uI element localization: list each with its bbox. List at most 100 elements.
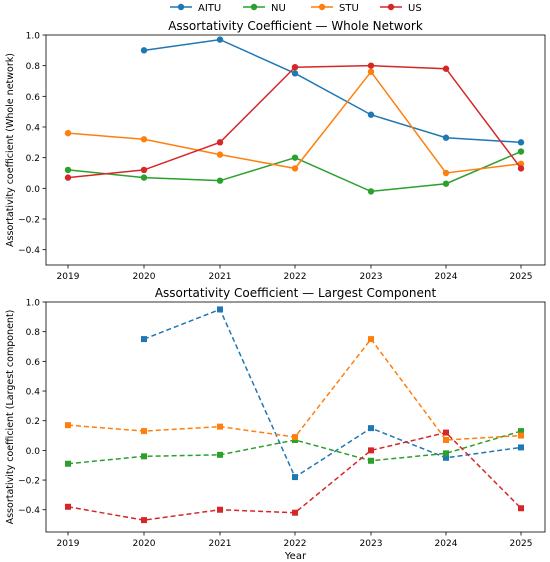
- y-tick-label: −0.4: [18, 506, 40, 516]
- y-tick-label: 0.8: [26, 328, 41, 338]
- y-tick-label: 0.0: [26, 447, 41, 457]
- legend-marker-stu: [318, 3, 326, 11]
- y-tick-label: 0.6: [26, 93, 41, 103]
- chart-whole-network: Assortativity Coefficient — Whole Networ…: [5, 19, 546, 282]
- data-point-nu: [141, 453, 147, 460]
- x-tick-label: 2021: [209, 272, 232, 282]
- data-point-stu: [141, 428, 147, 435]
- y-axis-label: Assortativity coefficient (Largest compo…: [5, 310, 16, 525]
- data-point-us: [367, 62, 375, 69]
- data-point-stu: [216, 151, 224, 158]
- data-point-nu: [517, 148, 525, 155]
- data-point-stu: [442, 169, 450, 177]
- chart-title: Assortativity Coefficient — Largest Comp…: [155, 286, 437, 300]
- data-point-stu: [292, 434, 298, 441]
- legend-label-stu: STU: [339, 3, 359, 14]
- x-tick-label: 2020: [133, 539, 156, 549]
- data-point-nu: [64, 166, 72, 174]
- data-point-us: [517, 165, 525, 172]
- x-tick-label: 2019: [57, 272, 80, 282]
- data-point-stu: [367, 68, 375, 76]
- data-point-stu: [140, 136, 148, 143]
- data-point-stu: [64, 129, 72, 137]
- plot-frame: [45, 301, 546, 533]
- data-point-stu: [518, 432, 524, 439]
- data-point-nu: [216, 177, 224, 184]
- data-point-aitu: [518, 444, 524, 451]
- y-tick-label: 0.2: [26, 154, 40, 164]
- data-point-nu: [291, 154, 299, 161]
- data-point-nu: [140, 174, 148, 181]
- y-tick-label: 0.2: [26, 417, 40, 427]
- data-point-aitu: [141, 336, 147, 343]
- data-point-nu: [367, 188, 375, 195]
- legend: AITU NU STU US: [170, 3, 422, 14]
- y-tick-label: 0.8: [26, 62, 41, 72]
- data-point-us: [442, 65, 450, 72]
- data-point-us: [141, 517, 147, 524]
- y-tick-label: 1.0: [26, 299, 41, 309]
- data-point-us: [216, 139, 224, 146]
- x-tick-label: 2021: [209, 539, 232, 549]
- data-point-aitu: [217, 306, 223, 313]
- data-point-aitu: [291, 70, 299, 77]
- data-point-us: [292, 509, 298, 516]
- x-tick-label: 2022: [284, 272, 307, 282]
- chart-title: Assortativity Coefficient — Whole Networ…: [168, 19, 423, 33]
- legend-marker-aitu: [177, 3, 185, 11]
- x-tick-label: 2019: [57, 539, 80, 549]
- y-tick-label: 0.6: [26, 358, 41, 368]
- data-point-nu: [65, 460, 71, 467]
- legend-label-nu: NU: [271, 3, 286, 14]
- series-line-aitu: [143, 38, 522, 144]
- y-tick-label: 0.4: [26, 388, 41, 398]
- x-tick-label: 2025: [510, 272, 533, 282]
- data-point-nu: [217, 451, 223, 458]
- legend-label-us: US: [408, 3, 422, 14]
- series-line-aitu: [143, 308, 522, 479]
- data-point-us: [140, 166, 148, 174]
- data-point-aitu: [443, 454, 449, 461]
- y-tick-label: −0.2: [18, 216, 40, 226]
- data-point-nu: [368, 457, 374, 464]
- x-tick-label: 2022: [284, 539, 307, 549]
- x-axis-label: Year: [284, 551, 307, 562]
- data-point-us: [443, 429, 449, 436]
- data-point-stu: [368, 336, 374, 343]
- x-tick-label: 2025: [510, 539, 533, 549]
- data-point-aitu: [442, 134, 450, 141]
- data-point-us: [518, 505, 524, 512]
- x-tick-label: 2024: [435, 539, 458, 549]
- data-point-stu: [291, 165, 299, 172]
- data-point-aitu: [216, 36, 224, 43]
- data-point-us: [291, 63, 299, 71]
- y-tick-label: 1.0: [26, 32, 41, 42]
- data-point-us: [64, 174, 72, 181]
- y-tick-label: 0.0: [26, 185, 41, 195]
- x-tick-label: 2020: [133, 272, 156, 282]
- legend-label-aitu: AITU: [198, 3, 221, 14]
- data-point-aitu: [292, 474, 298, 481]
- data-point-stu: [217, 423, 223, 430]
- legend-marker-us: [387, 3, 395, 11]
- data-point-aitu: [517, 139, 525, 146]
- data-point-us: [368, 447, 374, 454]
- y-tick-label: 0.4: [26, 124, 41, 134]
- data-point-stu: [443, 437, 449, 443]
- data-point-us: [217, 506, 223, 513]
- data-point-aitu: [368, 425, 374, 432]
- data-point-nu: [442, 180, 450, 187]
- y-tick-label: −0.4: [18, 246, 40, 256]
- x-tick-label: 2023: [360, 539, 383, 549]
- x-tick-label: 2023: [360, 272, 383, 282]
- chart-largest-component: Assortativity Coefficient — Largest Comp…: [5, 286, 546, 562]
- data-point-stu: [65, 422, 71, 429]
- series-line-stu: [67, 337, 522, 441]
- data-point-aitu: [140, 47, 148, 54]
- data-point-nu: [518, 428, 524, 435]
- y-axis-label: Assortativity coefficient (Whole network…: [5, 53, 16, 247]
- y-tick-label: −0.2: [18, 477, 40, 487]
- data-point-aitu: [367, 111, 375, 118]
- x-tick-label: 2024: [435, 272, 458, 282]
